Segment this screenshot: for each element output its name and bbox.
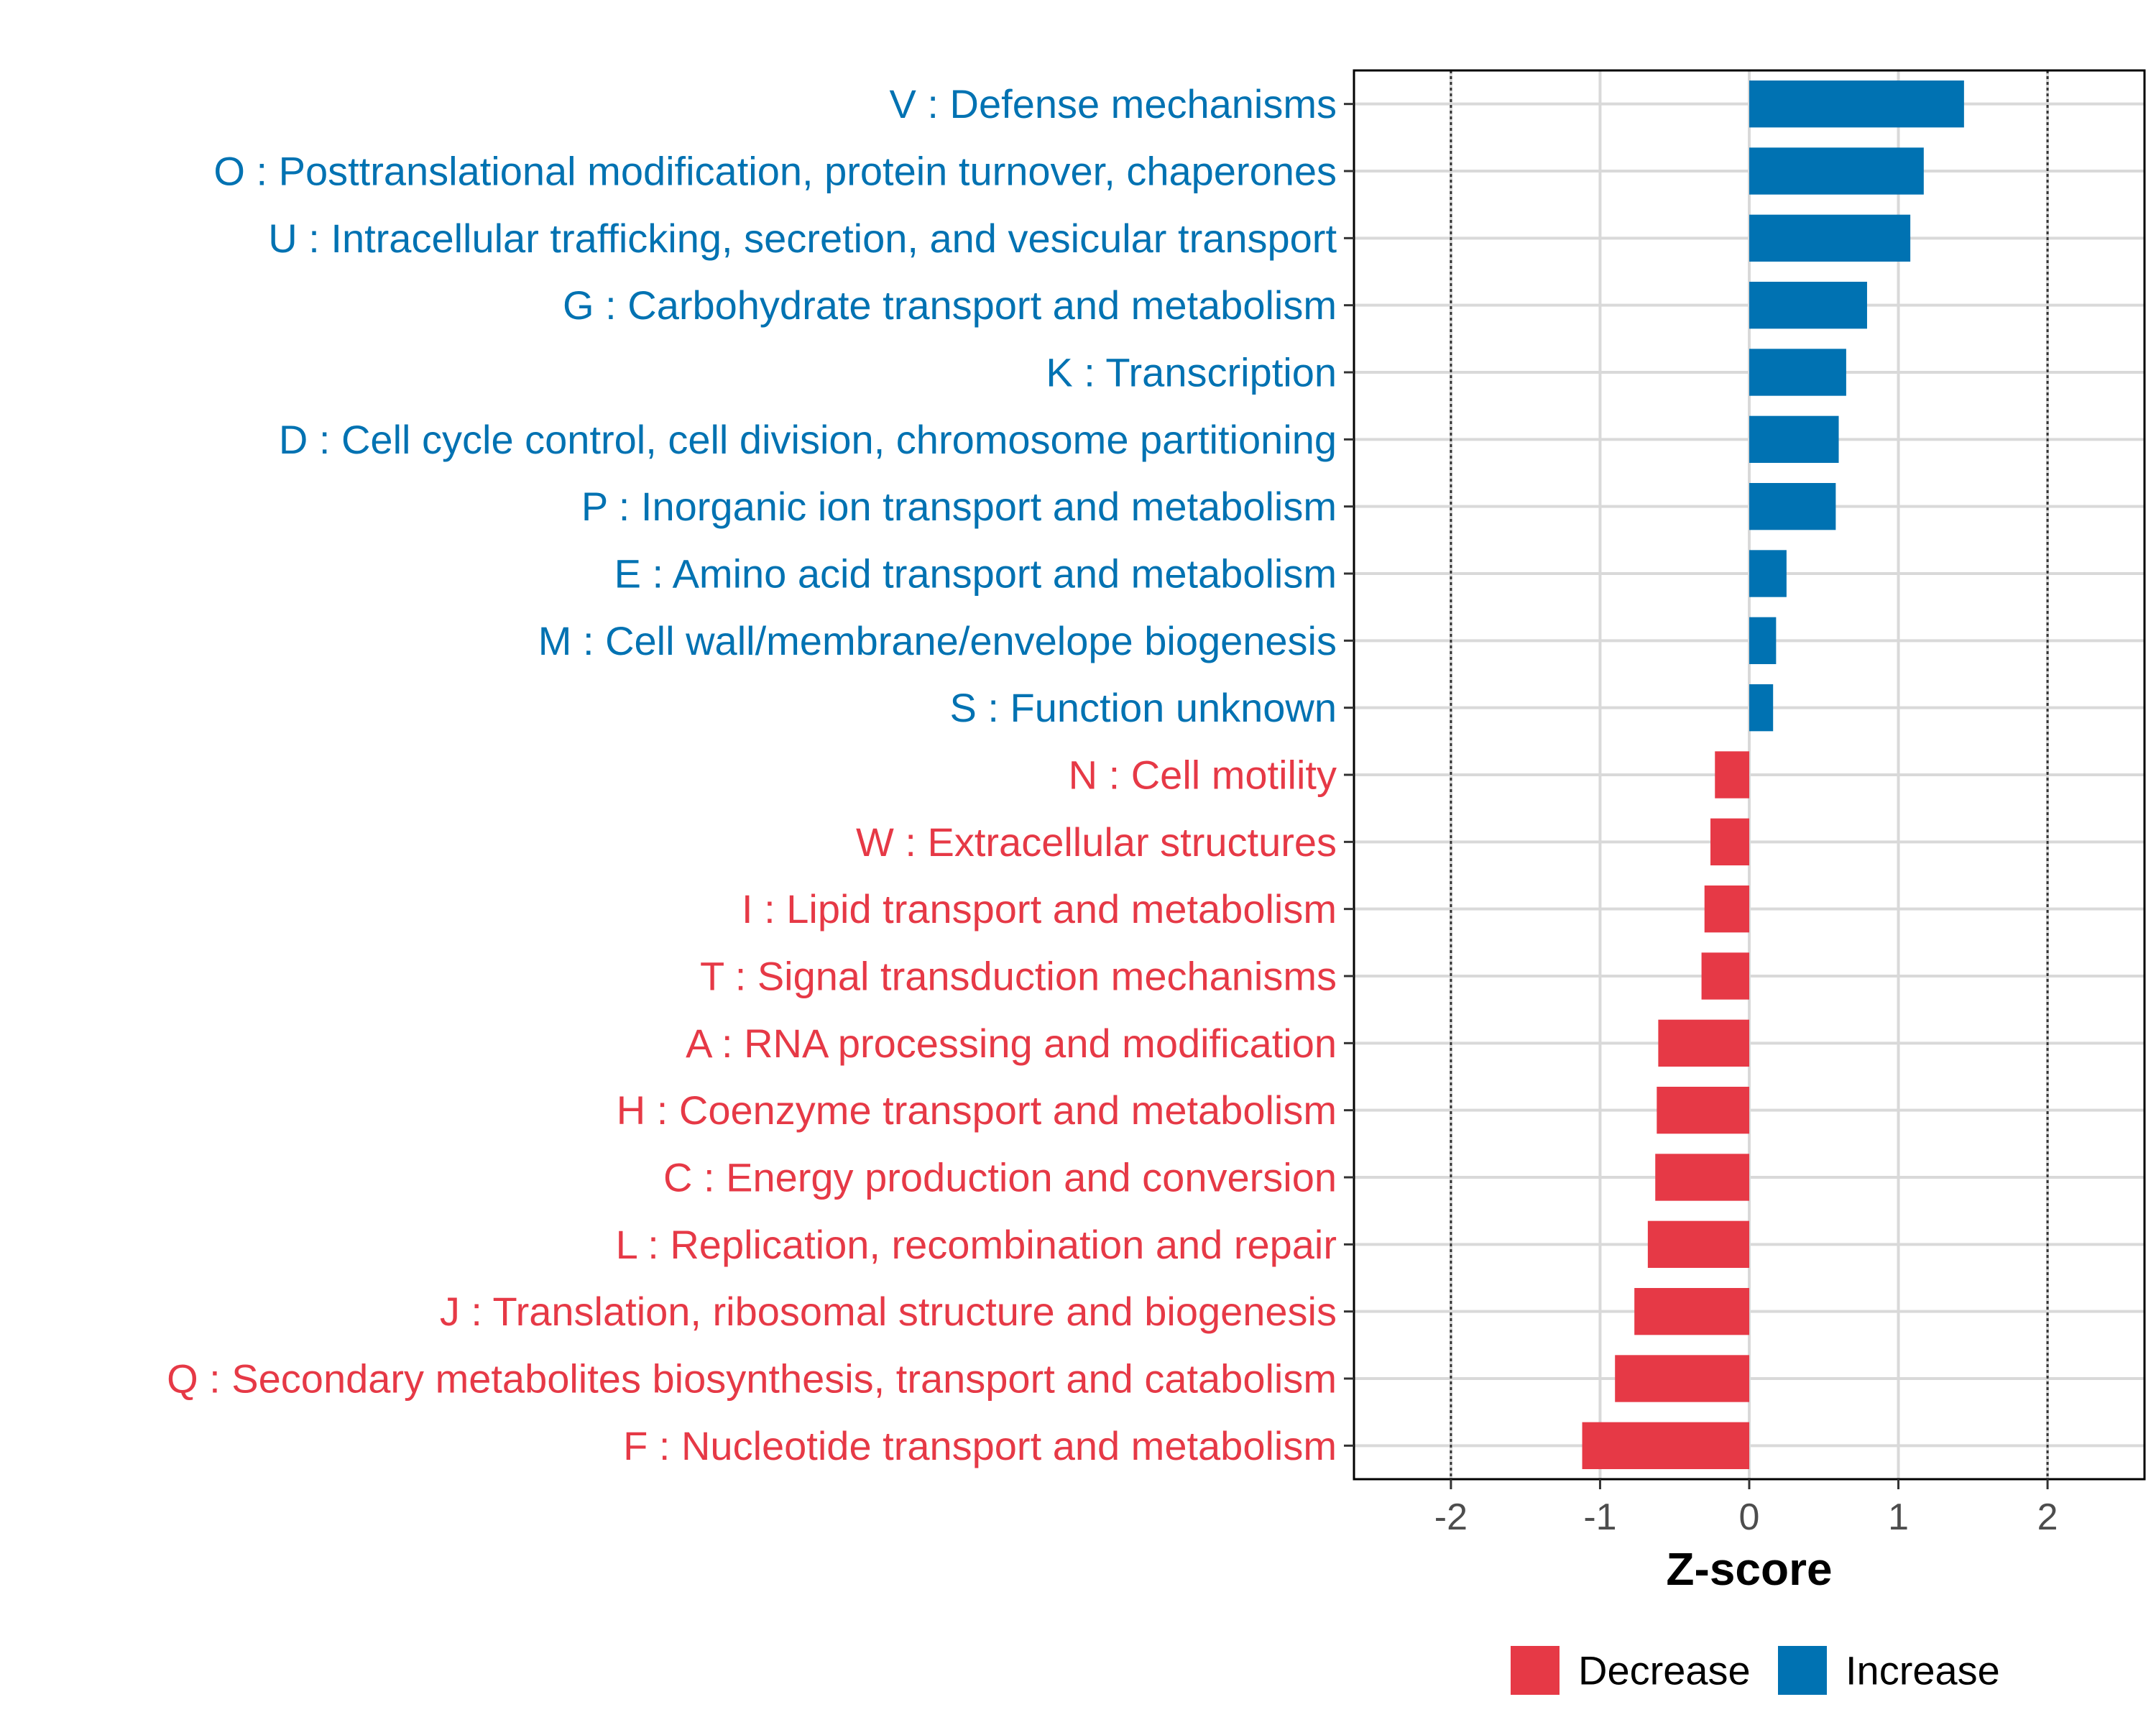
bar [1655,1154,1749,1201]
x-axis: -2 -1 0 1 2 [1434,1479,2058,1538]
category-label: J : Translation, ribosomal structure and… [440,1289,1337,1334]
x-tick-label: 0 [1739,1496,1760,1538]
reference-lines [1450,70,2049,1479]
bar [1704,886,1749,933]
bar [1749,415,1839,463]
legend-swatch [1511,1646,1560,1695]
bar [1615,1355,1749,1402]
bar [1749,214,1911,262]
category-label: M : Cell wall/membrane/envelope biogenes… [538,618,1337,663]
category-label: F : Nucleotide transport and metabolism [623,1423,1337,1468]
bars [1582,80,1964,1469]
category-label: E : Amino acid transport and metabolism [614,551,1337,597]
category-label: U : Intracellular trafficking, secretion… [268,216,1337,261]
bar [1657,1087,1749,1134]
bar [1749,349,1846,396]
category-label: T : Signal transduction mechanisms [700,954,1337,999]
category-label: K : Transcription [1046,350,1337,395]
x-tick-label: 1 [1888,1496,1909,1538]
category-label: C : Energy production and conversion [663,1155,1337,1200]
legend-swatch [1778,1646,1827,1695]
legend-label: Increase [1846,1648,2000,1693]
bar [1749,147,1924,195]
bar [1710,818,1749,865]
category-label: S : Function unknown [949,685,1337,730]
category-label: L : Replication, recombination and repai… [616,1222,1337,1267]
bar [1634,1288,1749,1335]
legend: Decrease Increase [1511,1646,2000,1695]
y-axis: V : Defense mechanisms O : Posttranslatio… [167,81,1354,1468]
category-label: V : Defense mechanisms [890,81,1337,126]
category-label: O : Posttranslational modification, prot… [213,149,1337,194]
x-tick-label: -1 [1583,1496,1616,1538]
category-label: W : Extracellular structures [856,819,1337,865]
x-tick-label: 2 [2037,1496,2058,1538]
bar [1749,483,1836,530]
bar [1749,617,1777,664]
category-label: A : RNA processing and modification [686,1021,1337,1066]
bar [1749,684,1774,732]
bar [1715,751,1749,799]
bar [1658,1019,1749,1067]
x-tick-label: -2 [1434,1496,1468,1538]
legend-label: Decrease [1578,1648,1751,1693]
category-label: H : Coenzyme transport and metabolism [617,1087,1337,1133]
bar [1749,282,1867,329]
category-label: I : Lipid transport and metabolism [742,886,1337,932]
bar [1647,1220,1749,1268]
x-axis-title: Z-score [1666,1543,1832,1595]
category-label: D : Cell cycle control, cell division, c… [279,417,1337,462]
category-label: G : Carbohydrate transport and metabolis… [563,282,1337,328]
bar [1749,550,1787,597]
category-label: N : Cell motility [1069,753,1337,798]
category-label: P : Inorganic ion transport and metaboli… [581,484,1337,529]
category-label: Q : Secondary metabolites biosynthesis, … [167,1356,1337,1402]
bar [1749,80,1964,128]
bar [1701,952,1749,1000]
bar [1582,1422,1749,1469]
